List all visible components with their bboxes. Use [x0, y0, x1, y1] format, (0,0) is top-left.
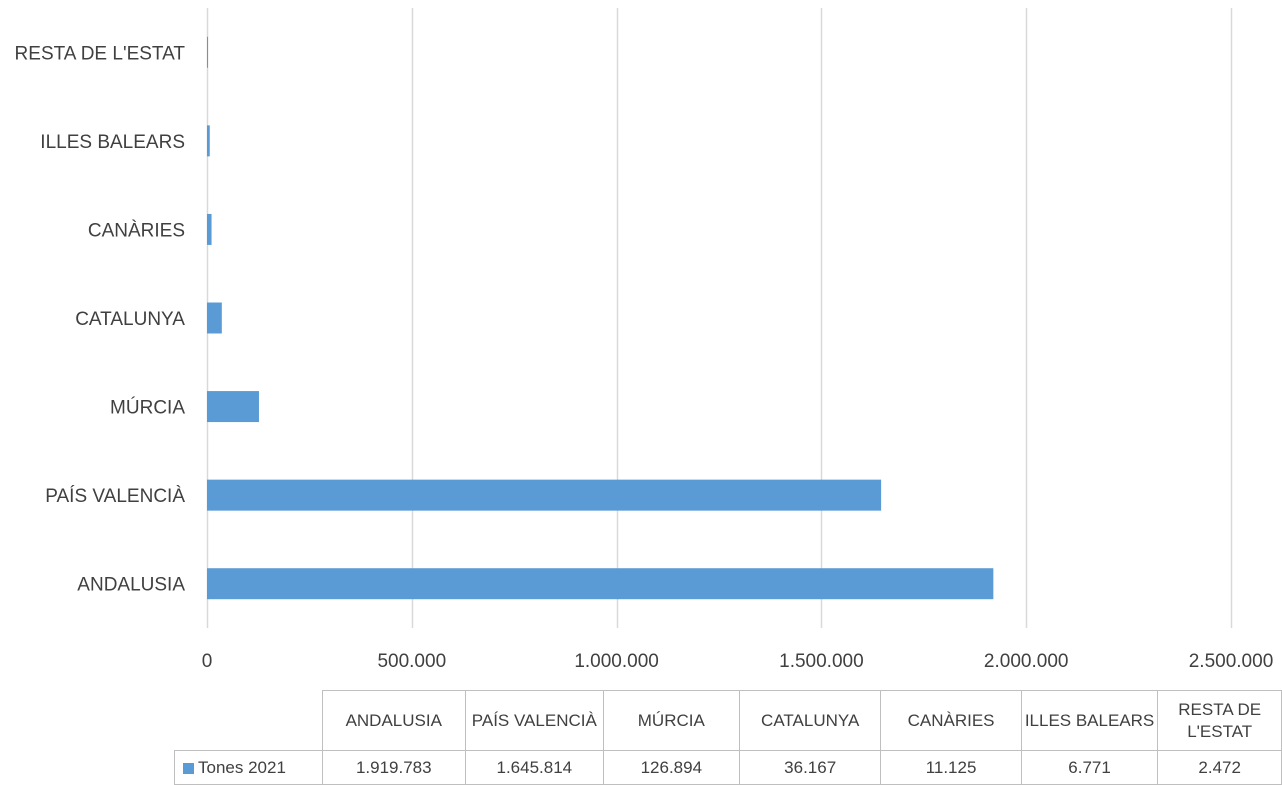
- legend-label: Tones 2021: [198, 757, 286, 777]
- x-tick-label: 1.000.000: [574, 651, 659, 672]
- data-table-cell: 6.771: [1020, 750, 1159, 785]
- data-table-header: PAÍS VALENCIÀ: [464, 690, 604, 751]
- data-table-header: RESTA DE L'ESTAT: [1157, 690, 1282, 751]
- x-tick-label: 0: [202, 651, 213, 672]
- data-table-header-row: ANDALUSIA PAÍS VALENCIÀ MÚRCIA CATALUNYA…: [174, 690, 1282, 751]
- y-tick-label: CATALUNYA: [75, 309, 185, 330]
- bars: [207, 36, 994, 600]
- data-table-header: CANÀRIES: [880, 690, 1022, 751]
- x-tick-label: 2.500.000: [1189, 651, 1274, 672]
- data-table-cell: 126.894: [602, 750, 740, 785]
- data-table-cell: 1.919.783: [321, 750, 466, 785]
- data-table-cell: 36.167: [738, 750, 882, 785]
- data-table-cell: 2.472: [1157, 750, 1282, 785]
- x-tick-label: 500.000: [377, 651, 446, 672]
- legend-color-key: [183, 762, 194, 774]
- y-tick-label: PAÍS VALENCIÀ: [45, 486, 185, 507]
- data-table: ANDALUSIA PAÍS VALENCIÀ MÚRCIA CATALUNYA…: [174, 690, 1282, 785]
- bar: [207, 36, 209, 68]
- bar: [207, 479, 882, 511]
- data-table-cell: 1.645.814: [464, 750, 604, 785]
- data-table-cell: 11.125: [880, 750, 1022, 785]
- x-tick-label: 2.000.000: [984, 651, 1069, 672]
- data-table-header: CATALUNYA: [738, 690, 882, 751]
- data-table-header: ILLES BALEARS: [1020, 690, 1159, 751]
- bar: [207, 391, 259, 423]
- bar-chart: ANDALUSIA PAÍS VALENCIÀ MÚRCIA CATALUNYA CAN…: [15, 8, 1274, 672]
- y-tick-label: RESTA DE L'ESTAT: [15, 43, 186, 64]
- bar: [207, 568, 994, 600]
- x-axis-labels: 0 500.000 1.000.000 1.500.000 2.000.000 2.500…: [202, 651, 1274, 672]
- y-tick-label: CANÀRIES: [88, 220, 185, 241]
- data-table-header: MÚRCIA: [602, 690, 740, 751]
- bar: [207, 302, 222, 334]
- x-tick-label: 1.500.000: [779, 651, 864, 672]
- bar: [207, 125, 210, 157]
- y-tick-label: MÚRCIA: [110, 397, 185, 419]
- y-tick-label: ANDALUSIA: [77, 575, 185, 596]
- gridlines: [206, 8, 1233, 628]
- y-axis-labels: ANDALUSIA PAÍS VALENCIÀ MÚRCIA CATALUNYA CAN…: [15, 43, 186, 595]
- bar: [207, 213, 212, 245]
- y-tick-label: ILLES BALEARS: [40, 132, 185, 153]
- legend-entry: Tones 2021: [174, 750, 323, 785]
- data-table-header: ANDALUSIA: [321, 690, 466, 751]
- data-table-corner: [174, 690, 323, 751]
- data-table-value-row: Tones 2021 1.919.783 1.645.814 126.894 3…: [174, 750, 1282, 785]
